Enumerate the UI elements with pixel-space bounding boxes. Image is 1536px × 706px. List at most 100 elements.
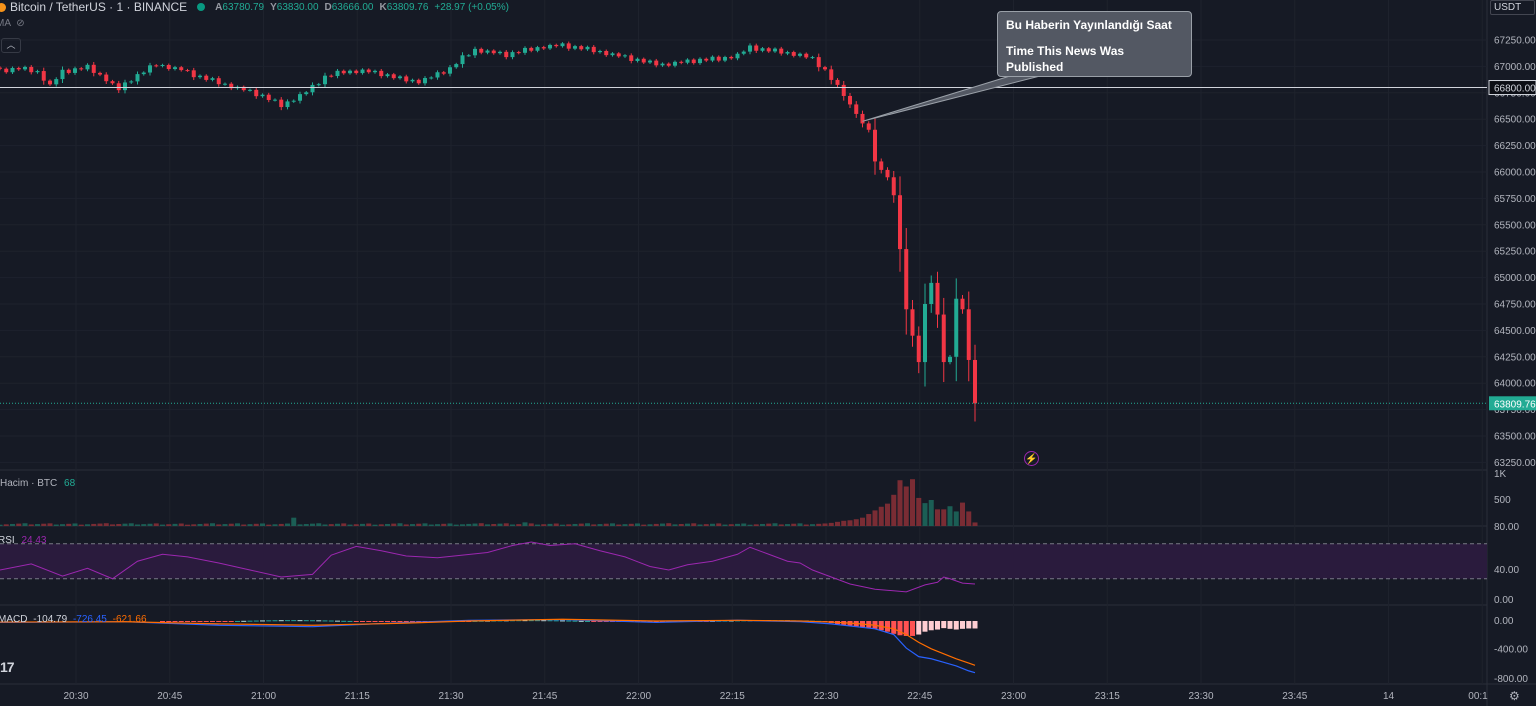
- volume-bar: [753, 524, 759, 526]
- candle-body: [666, 63, 671, 66]
- volume-bar: [3, 524, 9, 526]
- candle-body: [685, 59, 690, 63]
- candle-body: [691, 59, 696, 64]
- candle-body: [866, 123, 871, 130]
- macd-histogram-bar: [360, 621, 365, 622]
- macd-histogram-bar: [247, 620, 253, 622]
- candle-body: [504, 51, 509, 58]
- volume-label[interactable]: Hacim · BTC 68: [0, 478, 76, 489]
- volume-bar: [253, 523, 259, 526]
- settings-icon[interactable]: ⚙: [1509, 689, 1520, 703]
- bitcoin-icon: [0, 2, 6, 12]
- candle-body: [554, 44, 559, 47]
- candle-body: [491, 50, 496, 54]
- lightning-icon[interactable]: ⚡: [1024, 451, 1039, 466]
- eye-off-icon[interactable]: ⊘: [16, 18, 25, 29]
- candle-body: [591, 46, 596, 53]
- x-tick-label: 23:30: [1188, 691, 1213, 702]
- volume-bar: [347, 524, 353, 526]
- candle-body: [729, 56, 734, 59]
- x-tick-label: 21:45: [532, 691, 557, 702]
- news-annotation[interactable]: Bu Haberin Yayınlandığı Saat Time This N…: [997, 11, 1192, 77]
- candle-body: [385, 74, 390, 77]
- x-tick-label: 22:15: [720, 691, 745, 702]
- macd-histogram-bar: [966, 621, 972, 629]
- candle-body: [423, 78, 427, 84]
- volume-bar: [172, 523, 178, 526]
- candle-body: [741, 51, 746, 54]
- chevron-up-icon[interactable]: ︿: [1, 38, 21, 53]
- candle-body: [91, 64, 96, 73]
- candle-body: [698, 58, 702, 64]
- volume-bar: [878, 506, 884, 526]
- candle-body: [273, 99, 277, 101]
- macd-histogram-bar: [891, 621, 897, 634]
- candle-body: [248, 89, 252, 91]
- volume-bar: [960, 502, 965, 526]
- candle-body: [879, 161, 884, 170]
- macd-histogram-bar: [272, 620, 278, 622]
- candle-body: [223, 83, 227, 85]
- volume-bar: [597, 524, 603, 526]
- ma-indicator-label[interactable]: MA ⊘: [0, 18, 25, 29]
- macd-label[interactable]: MACD -104.79 -726.45 -621.66: [0, 614, 147, 625]
- rsi-label[interactable]: RSI 24.43: [0, 535, 47, 546]
- candle-body: [404, 76, 409, 82]
- candle-body: [473, 48, 477, 56]
- volume-bar: [53, 524, 59, 526]
- candle-body: [23, 66, 27, 70]
- tradingview-logo-icon[interactable]: 17: [0, 659, 15, 675]
- x-tick-label: 22:45: [907, 691, 932, 702]
- volume-bar: [653, 523, 659, 526]
- volume-bar: [678, 524, 684, 526]
- candle-body: [723, 56, 727, 61]
- candle-body: [791, 52, 796, 56]
- macd-histogram-bar: [878, 621, 884, 631]
- volume-bar: [903, 486, 909, 526]
- volume-bar: [66, 523, 72, 526]
- macd-histogram-bar: [403, 621, 409, 622]
- candle-body: [835, 79, 840, 85]
- chart-header: Bitcoin / TetherUS · 1 · BINANCE A63780.…: [0, 0, 511, 14]
- currency-button[interactable]: USDT: [1490, 0, 1535, 15]
- volume-bar: [328, 524, 334, 526]
- y-tick-label: 65250.00: [1494, 247, 1536, 258]
- candle-body: [798, 53, 802, 56]
- y-tick-label: 66500.00: [1494, 115, 1536, 126]
- volume-bar: [60, 524, 65, 526]
- volume-bar: [628, 523, 634, 526]
- volume-bar: [822, 523, 828, 526]
- volume-bar: [291, 517, 297, 526]
- volume-bar: [322, 524, 328, 526]
- macd-histogram-bar: [310, 620, 315, 622]
- volume-bar: [835, 521, 840, 526]
- candle-body: [748, 45, 752, 52]
- volume-bar: [510, 524, 515, 526]
- volume-bar: [897, 480, 903, 526]
- x-tick-label: 23:45: [1282, 691, 1307, 702]
- volume-bar: [772, 523, 778, 526]
- candle-body: [954, 298, 959, 357]
- candle-body: [885, 169, 890, 178]
- volume-bar: [16, 523, 22, 526]
- symbol-title[interactable]: Bitcoin / TetherUS · 1 · BINANCE: [10, 0, 188, 14]
- macd-histogram-bar: [328, 620, 334, 622]
- y-tick-label: 64500.00: [1494, 326, 1536, 337]
- candle-body: [179, 67, 184, 71]
- volume-bar: [341, 523, 347, 526]
- candle-body: [910, 309, 915, 336]
- candle-body: [785, 52, 790, 54]
- candle-body: [454, 64, 459, 68]
- volume-bar: [635, 523, 640, 526]
- volume-bar: [966, 511, 972, 526]
- volume-bar: [666, 523, 672, 526]
- volume-bar: [853, 519, 859, 526]
- ohlc-change: +28.97 (+0.05%): [434, 1, 509, 13]
- volume-bar: [141, 524, 147, 526]
- candle-body: [229, 83, 234, 89]
- candle-body: [841, 84, 846, 96]
- y-tick-label: 66000.00: [1494, 168, 1536, 179]
- candle-body: [198, 75, 202, 78]
- volume-bar: [910, 479, 915, 526]
